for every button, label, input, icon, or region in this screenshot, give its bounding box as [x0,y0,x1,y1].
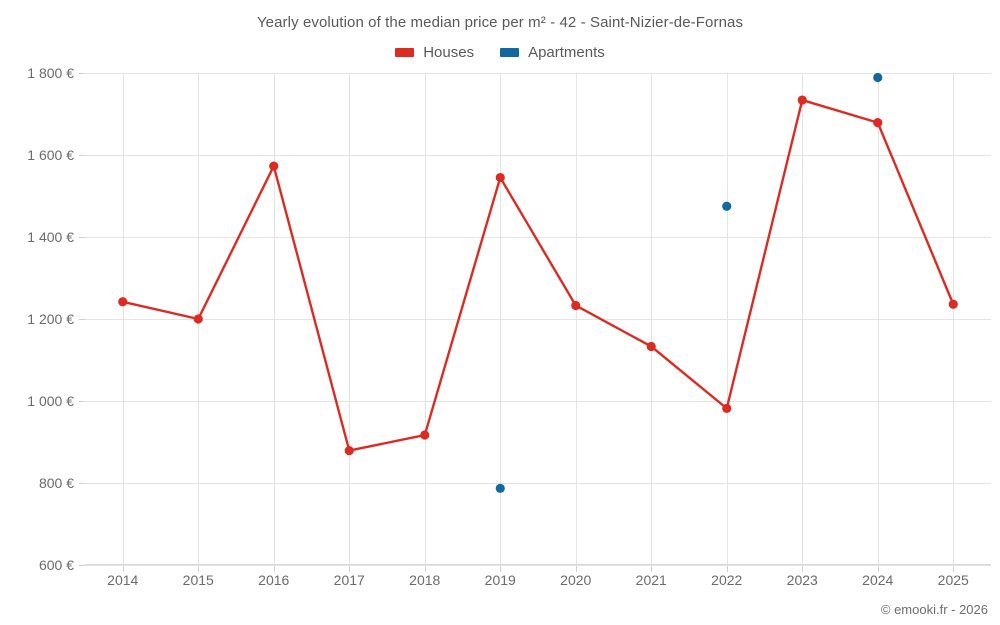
gridline-vertical [802,73,804,565]
x-axis-tick-mark [953,566,955,572]
data-point-houses-2014[interactable] [118,297,128,307]
y-axis-tick-mark [79,401,85,402]
gridline-vertical [877,73,879,565]
x-axis-tick-label: 2024 [862,572,894,588]
gridline-vertical [122,73,124,565]
legend-item-houses[interactable]: Houses [395,44,474,61]
x-axis-tick-mark [273,566,275,572]
data-point-houses-2019[interactable] [495,172,505,183]
legend-swatch-houses [395,48,415,57]
y-axis-tick-label: 1 600 € [27,147,74,163]
y-axis-tick-mark [79,483,85,484]
x-axis-tick-label: 2016 [258,572,290,588]
data-point-apartments-2022[interactable] [722,201,732,211]
data-point-apartments-2024[interactable] [873,72,883,83]
chart-title: Yearly evolution of the median price per… [256,14,744,31]
y-axis-tick-labels: 600 € 800 € 1 000 € 1 200 € 1 400 € 1 600 € 1 … [0,65,74,573]
data-point-houses-2018[interactable] [420,430,430,440]
series-line-houses [121,98,955,452]
gridline-horizontal [85,319,991,320]
y-axis-tick-mark [79,237,85,238]
x-axis-tick-label: 2025 [937,572,969,588]
gridline-horizontal [85,73,991,74]
y-axis-tick-label: 1 200 € [27,311,74,327]
plot-area [85,72,991,566]
data-point-apartments-2019[interactable] [495,483,505,493]
x-axis-tick-mark [424,566,426,572]
y-axis-tick-label: 1 800 € [27,65,74,81]
x-axis-tick-label: 2014 [107,572,139,588]
x-axis-tick-mark [651,566,653,572]
gridline-vertical [424,73,426,565]
gridline-horizontal [85,483,991,484]
gridline-vertical [273,73,275,565]
data-point-houses-2025[interactable] [948,299,958,309]
y-axis-tick-label: 1 000 € [27,393,74,409]
x-axis-tick-mark [122,566,124,572]
legend-label-apartments: Apartments [528,44,605,61]
gridline-vertical [953,73,955,565]
data-point-houses-2020[interactable] [571,300,581,311]
x-axis-tick-mark [575,566,577,572]
y-axis-tick-label: 800 € [38,475,74,491]
x-axis-line [85,564,991,565]
gridline-vertical [575,73,577,565]
y-axis-tick-label: 600 € [38,557,74,573]
y-axis-tick-mark [79,73,85,74]
x-axis-tick-mark [802,566,804,572]
data-point-houses-2021[interactable] [646,341,656,352]
chart-legend: Houses Apartments [0,44,1000,61]
x-axis-tick-label: 2019 [484,572,516,588]
data-point-houses-2015[interactable] [193,314,203,324]
data-point-houses-2022[interactable] [722,403,732,413]
y-axis-tick-mark [79,565,85,566]
x-axis-tick-mark [349,566,351,572]
gridline-vertical [651,73,653,565]
x-axis-tick-mark [500,566,502,572]
y-axis-tick-mark [79,155,85,156]
x-axis-tick-mark [726,566,728,572]
gridline-horizontal [85,565,991,566]
x-axis-tick-labels: 2014 2015 2016 2017 2018 2019 2020 2021 2022 2023… [85,572,991,594]
gridline-horizontal [85,401,991,402]
gridline-horizontal [85,237,991,238]
data-point-houses-2017[interactable] [344,446,354,456]
x-axis-tick-label: 2015 [182,572,214,588]
data-point-houses-2023[interactable] [797,95,807,105]
data-point-houses-2016[interactable] [269,161,279,171]
legend-label-houses: Houses [423,44,475,61]
x-axis-tick-label: 2017 [333,572,365,588]
chart-credit: © emooki.fr - 2026 [880,602,988,617]
gridline-vertical [726,73,728,565]
x-axis-tick-mark [198,566,200,572]
legend-item-apartments[interactable]: Apartments [500,44,605,61]
gridline-horizontal [85,155,991,156]
series-layer [118,72,958,493]
legend-swatch-apartments [500,48,520,57]
x-axis-tick-label: 2021 [635,572,667,588]
x-axis-tick-label: 2018 [409,572,441,588]
x-axis-tick-label: 2022 [711,572,743,588]
x-axis-tick-mark [877,566,879,572]
y-axis-tick-label: 1 400 € [27,229,74,245]
gridline-vertical [349,73,351,565]
data-point-houses-2024[interactable] [873,118,883,128]
x-axis-tick-label: 2023 [786,572,818,588]
y-axis-tick-mark [79,319,85,320]
gridline-vertical [500,73,502,565]
x-axis-tick-label: 2020 [560,572,592,588]
